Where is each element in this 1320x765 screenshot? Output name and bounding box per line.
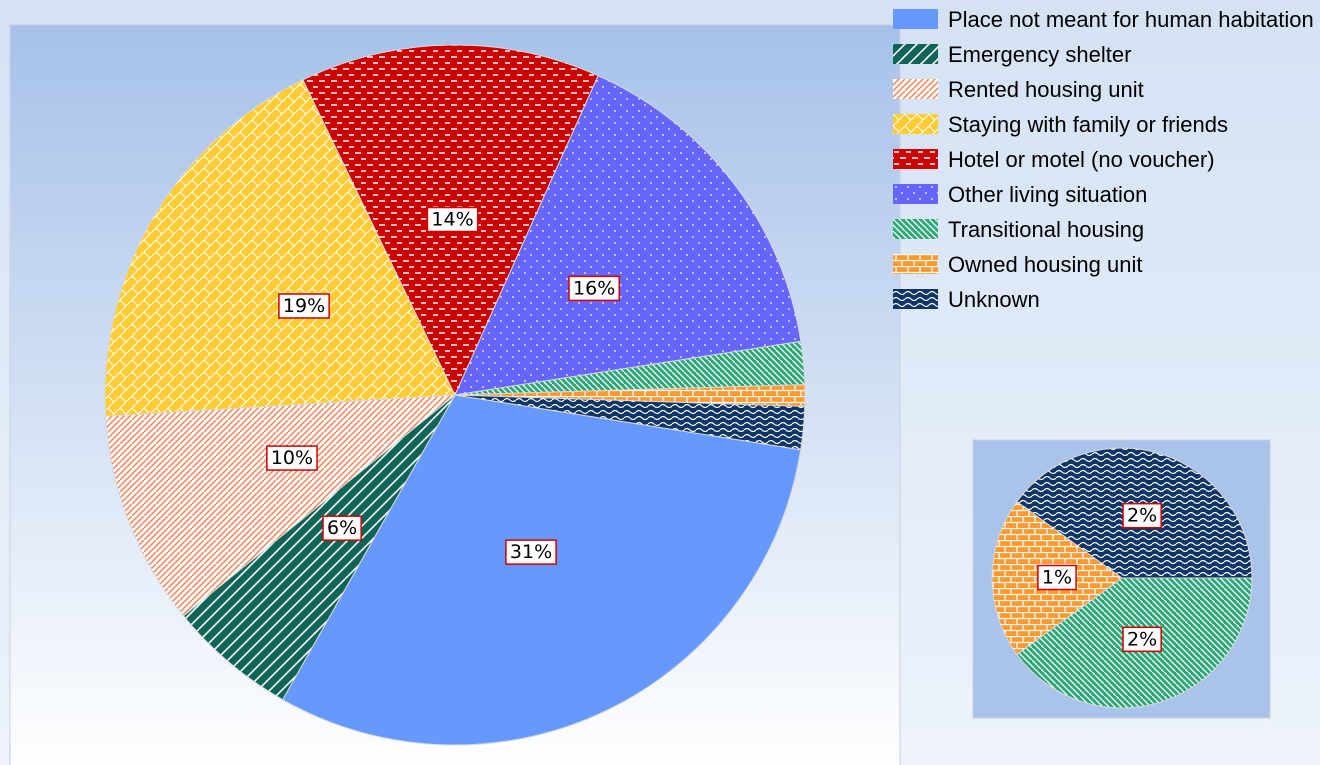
legend-label: Unknown (948, 287, 1040, 312)
legend-label: Emergency shelter (948, 42, 1132, 67)
legend-label: Place not meant for human habitation (948, 7, 1314, 32)
legend-swatch-fill (893, 44, 938, 64)
pie-slice (105, 394, 457, 617)
legend-label: Rented housing unit (948, 77, 1144, 102)
legend-label: Staying with family or friends (948, 112, 1228, 137)
legend-swatch-fill (893, 114, 938, 134)
legend-swatch-fill (893, 289, 938, 309)
legend-swatch (893, 9, 938, 29)
legend-label: Hotel or motel (no voucher) (948, 147, 1215, 172)
legend-label: Other living situation (948, 182, 1148, 207)
legend-swatch-fill (893, 149, 938, 169)
data-label: 1% (1042, 567, 1072, 589)
data-label: 6% (327, 517, 357, 539)
data-label-box (426, 206, 479, 233)
legend-swatch-fill (893, 184, 938, 204)
data-label-box (278, 293, 330, 319)
legend-entry: Staying with family or friends (893, 111, 1318, 138)
legend-entry: Place not meant for human habitation (893, 6, 1318, 33)
legend-entry: Other living situation (893, 181, 1318, 208)
legend-swatch-fill (893, 254, 938, 274)
legend-swatch-fill (893, 219, 938, 239)
data-label: 2% (1127, 628, 1157, 650)
data-label-box (1122, 626, 1162, 653)
legend-swatch (893, 219, 938, 239)
legend-entry: Hotel or motel (no voucher) (893, 146, 1318, 173)
legend-swatch (893, 44, 938, 64)
legend-swatch (893, 289, 938, 309)
legend-label: Transitional housing (948, 217, 1145, 242)
legend-swatch (893, 254, 938, 274)
data-label-box (322, 515, 362, 541)
data-label: 10% (271, 447, 313, 469)
data-label-box (266, 445, 318, 471)
data-label-box (505, 539, 557, 565)
pie-slice (104, 79, 456, 417)
legend-entry: Emergency shelter (893, 41, 1318, 68)
data-label-box (568, 275, 621, 302)
pie-slice (454, 394, 806, 451)
data-label: 2% (1127, 505, 1157, 527)
legend-swatch (893, 114, 938, 134)
legend-swatch (893, 149, 938, 169)
legend-entry: Owned housing unit (893, 251, 1318, 278)
legend-entry: Transitional housing (893, 216, 1318, 243)
legend-entry: Rented housing unit (893, 76, 1318, 103)
pie-slice (182, 394, 456, 701)
pie-slice (281, 394, 802, 746)
legend: Place not meant for human habitation Emer… (893, 6, 1318, 321)
legend-swatch (893, 184, 938, 204)
data-label: 16% (573, 277, 615, 299)
pie-slice (454, 74, 802, 396)
data-label-box (1122, 502, 1162, 529)
legend-swatch-fill (893, 79, 938, 99)
legend-swatch (893, 79, 938, 99)
legend-label: Owned housing unit (948, 252, 1143, 277)
data-label-box (1037, 564, 1077, 591)
legend-swatch-fill (893, 9, 938, 29)
data-label: 19% (283, 295, 325, 317)
data-label: 14% (431, 209, 473, 231)
legend-entry: Unknown (893, 286, 1318, 313)
data-label: 31% (510, 541, 552, 563)
